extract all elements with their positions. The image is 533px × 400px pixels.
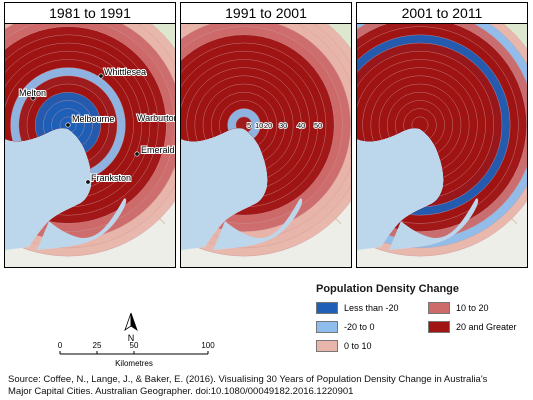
scale-tick-100: 100 (201, 341, 215, 350)
place-label-frankston: Frankston (91, 173, 131, 183)
legend-swatch (316, 321, 338, 333)
panel-title: 2001 to 2011 (357, 3, 527, 24)
legend-swatch (428, 302, 450, 314)
place-marker-icon (65, 122, 71, 128)
source-line-2: Major Capital Cities. Australian Geograp… (8, 386, 354, 397)
ring-distance-label-20: 20 (264, 121, 272, 130)
density-rings-map (357, 24, 527, 267)
legend-item-minus20-to-0: -20 to 0 (316, 320, 375, 334)
map-panel-1981-1991: 1981 to 1991 Whittlesea Melton Melbourne Wa… (4, 2, 176, 268)
map-view[interactable]: Whittlesea Melton Melbourne Warburton Emeral… (5, 24, 175, 267)
legend: Population Density Change Less than -20 … (316, 283, 531, 352)
legend-item-20-and-greater: 20 and Greater (428, 320, 517, 334)
north-arrow-icon (124, 312, 138, 331)
ring-distance-label-50: 50 (314, 121, 322, 130)
legend-title: Population Density Change (316, 283, 460, 295)
legend-item-0-to-10: 0 to 10 (316, 339, 372, 353)
scale-tick-25: 25 (93, 341, 102, 350)
place-label-melbourne: Melbourne (72, 114, 115, 124)
port-phillip-bay (357, 128, 479, 250)
panel-title: 1991 to 2001 (181, 3, 351, 24)
legend-item-less-than-minus20: Less than -20 (316, 301, 399, 315)
legend-swatch (428, 321, 450, 333)
legend-label: 20 and Greater (456, 322, 517, 332)
north-label: N (128, 333, 135, 343)
density-rings-map: Whittlesea Melton Melbourne Warburton Emeral… (5, 24, 175, 267)
scale-tick-50: 50 (130, 341, 139, 350)
map-view[interactable] (357, 24, 527, 267)
map-view[interactable]: 5 10 20 30 40 50 (181, 24, 351, 267)
legend-label: 0 to 10 (344, 341, 372, 351)
legend-label: Less than -20 (344, 303, 399, 313)
legend-label: 10 to 20 (456, 303, 489, 313)
port-phillip-bay (181, 128, 303, 250)
place-marker-icon (163, 117, 169, 123)
ring-distance-label-40: 40 (297, 121, 305, 130)
ring-distance-label-5: 5 (247, 121, 251, 130)
source-citation: Source: Coffee, N., Lange, J., & Baker, … (8, 374, 528, 398)
place-marker-icon (30, 95, 36, 101)
ring-distance-label-30: 30 (279, 121, 287, 130)
legend-label: -20 to 0 (344, 322, 375, 332)
scale-unit: Kilometres (115, 359, 153, 368)
place-label-warburton: Warburton (137, 113, 175, 123)
ring-distance-label-10: 10 (255, 121, 263, 130)
scale-bar: N 0 25 50 100 Kilometres (52, 310, 222, 370)
density-rings-map: 5 10 20 30 40 50 (181, 24, 351, 267)
map-panel-2001-2011: 2001 to 2011 (356, 2, 528, 268)
place-label-emerald: Emerald (141, 145, 175, 155)
legend-swatch (316, 302, 338, 314)
legend-item-10-to-20: 10 to 20 (428, 301, 489, 315)
place-marker-icon (134, 151, 140, 157)
panel-title: 1981 to 1991 (5, 3, 175, 24)
scale-tick-0: 0 (58, 341, 63, 350)
legend-grid: Less than -20 10 to 20 -20 to 0 20 and G… (316, 301, 531, 361)
place-marker-icon (98, 73, 104, 79)
place-label-melton: Melton (19, 88, 46, 98)
place-marker-icon (85, 179, 91, 185)
map-panel-1991-2001: 1991 to 2001 5 10 20 30 40 50 (180, 2, 352, 268)
legend-swatch (316, 340, 338, 352)
port-phillip-bay (5, 128, 127, 250)
source-line-1: Source: Coffee, N., Lange, J., & Baker, … (8, 374, 488, 385)
place-label-whittlesea: Whittlesea (104, 67, 146, 77)
